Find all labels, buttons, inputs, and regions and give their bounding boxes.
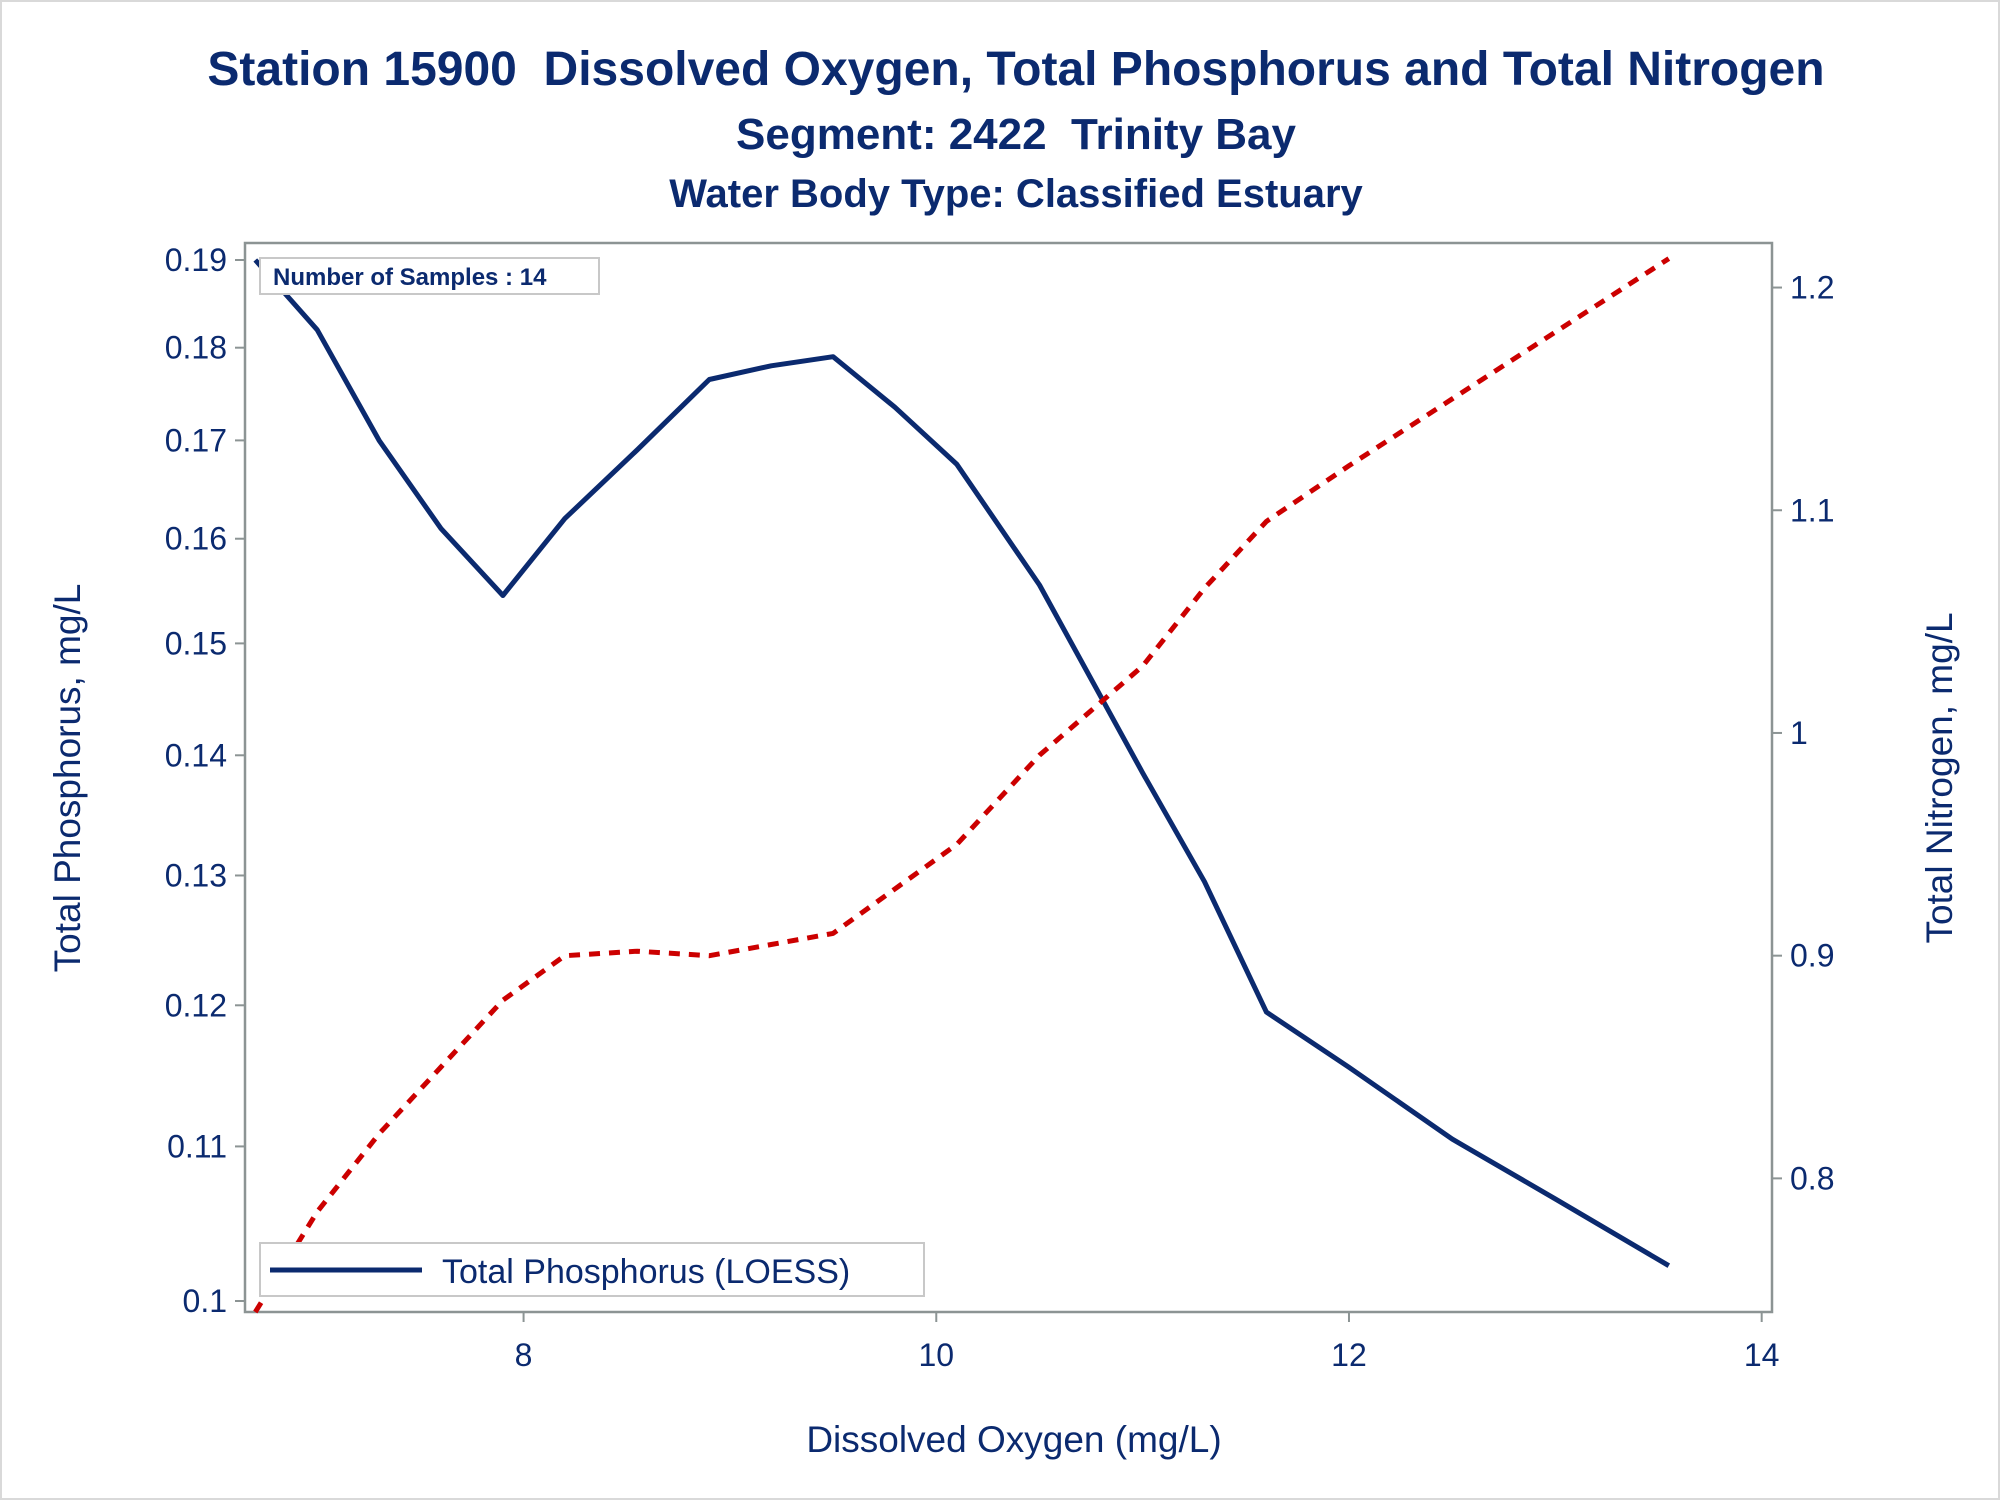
y-tick-label: 0.12 bbox=[165, 987, 227, 1023]
y-axis-right: 0.8 0.9 1 1.1 1.2 bbox=[1772, 270, 1834, 1196]
chart-subtitle: Segment: 2422 Trinity Bay bbox=[736, 110, 1297, 159]
x-tick-label: 14 bbox=[1744, 1337, 1780, 1373]
y-tick-label: 0.18 bbox=[165, 330, 227, 366]
y2-tick-label: 1.1 bbox=[1790, 492, 1834, 528]
plot-area bbox=[243, 241, 1774, 1314]
series-line-total-nitrogen bbox=[253, 256, 1671, 1314]
y-tick-label: 0.17 bbox=[165, 422, 227, 458]
y-tick-label: 0.1 bbox=[183, 1283, 227, 1319]
series-line-total-phosphorus bbox=[253, 258, 1671, 1268]
y-tick-label: 0.15 bbox=[165, 625, 227, 661]
chart-title: Station 15900 Dissolved Oxygen, Total Ph… bbox=[207, 43, 1824, 96]
y2-tick-label: 1 bbox=[1790, 715, 1808, 751]
chart-subtitle-2: Water Body Type: Classified Estuary bbox=[669, 172, 1363, 216]
y2-tick-label: 1.2 bbox=[1790, 270, 1834, 306]
x-tick-label: 10 bbox=[918, 1337, 954, 1373]
x-tick-label: 12 bbox=[1331, 1337, 1367, 1373]
y-axis-left: 0.1 0.11 0.12 0.13 0.14 0.15 0.16 0.17 0.18 0.19 bbox=[165, 242, 245, 1319]
series-layer bbox=[253, 256, 1671, 1314]
y2-tick-label: 0.9 bbox=[1790, 938, 1834, 974]
y-tick-label: 0.13 bbox=[165, 857, 227, 893]
x-axis: 8 10 12 14 bbox=[515, 1312, 1780, 1373]
x-tick-label: 8 bbox=[515, 1337, 533, 1373]
y2-axis-label: Total Nitrogen, mg/L bbox=[1919, 612, 1960, 943]
y2-tick-label: 0.8 bbox=[1790, 1160, 1834, 1196]
legend: Total Phosphorus (LOESS) bbox=[259, 1242, 925, 1297]
y-tick-label: 0.14 bbox=[165, 737, 227, 773]
y-tick-label: 0.11 bbox=[167, 1128, 227, 1164]
inset-box bbox=[259, 257, 600, 295]
y-tick-label: 0.19 bbox=[165, 242, 227, 278]
legend-label: Total Phosphorus (LOESS) bbox=[442, 1253, 850, 1291]
sample-count-text: Number of Samples : 14 bbox=[273, 264, 547, 291]
y-tick-label: 0.16 bbox=[165, 521, 227, 557]
y-axis-label: Total Phosphorus, mg/L bbox=[47, 584, 88, 973]
x-axis-label: Dissolved Oxygen (mg/L) bbox=[806, 1419, 1221, 1460]
sample-count-inset: Number of Samples : 14 bbox=[259, 257, 600, 295]
